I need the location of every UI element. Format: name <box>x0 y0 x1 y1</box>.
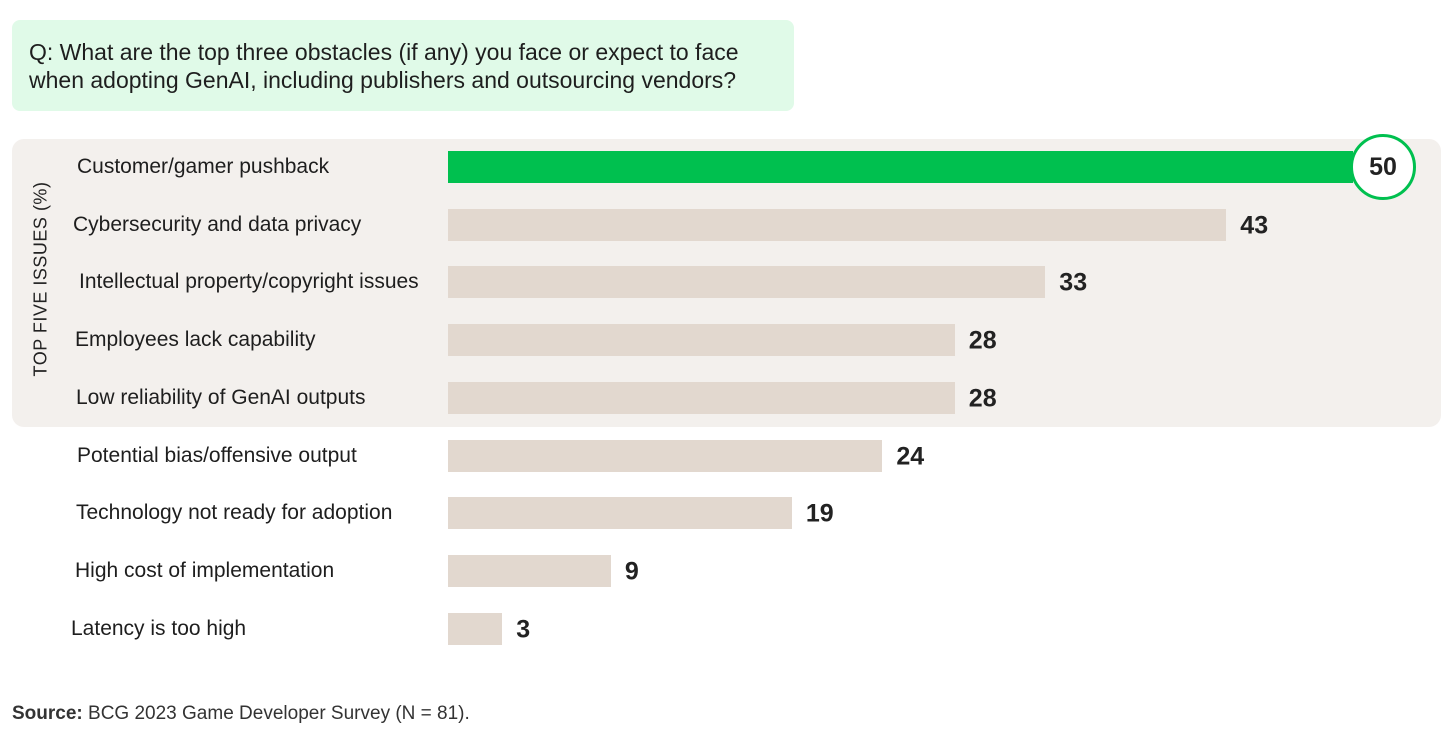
value-label-highlight: 50 <box>1350 134 1416 200</box>
panel-label: TOP FIVE ISSUES (%) <box>30 181 51 377</box>
question-box: Q: What are the top three obstacles (if … <box>12 20 794 111</box>
source-note: Source: BCG 2023 Game Developer Survey (… <box>12 703 470 725</box>
category-label: Customer/gamer pushback <box>77 155 330 178</box>
category-label: Latency is too high <box>71 616 247 640</box>
category-label: Low reliability of GenAI outputs <box>76 385 366 409</box>
value-label: 43 <box>1240 211 1269 240</box>
value-label: 28 <box>968 326 997 355</box>
bar <box>448 151 1353 183</box>
category-label: Employees lack capability <box>75 328 316 352</box>
bar <box>448 324 955 357</box>
bar <box>448 208 1227 241</box>
value-label: 24 <box>896 442 925 470</box>
category-label: High cost of implementation <box>75 558 335 582</box>
category-label: Technology not ready for adoption <box>76 501 393 525</box>
category-label: Intellectual property/copyright issues <box>79 270 419 294</box>
value-label: 9 <box>624 557 639 586</box>
bar <box>448 266 1046 299</box>
question-line-2: when adopting GenAI, including publisher… <box>29 67 737 93</box>
category-label: Cybersecurity and data privacy <box>73 212 362 236</box>
source-label: Source: <box>12 703 83 724</box>
value-label: 33 <box>1059 268 1088 297</box>
value-label: 3 <box>516 615 531 644</box>
bar <box>448 554 611 587</box>
bar <box>448 497 792 530</box>
category-label: Potential bias/offensive output <box>77 443 357 467</box>
source-text: BCG 2023 Game Developer Survey (N = 81). <box>88 703 470 724</box>
value-label: 28 <box>968 384 997 413</box>
value-label: 19 <box>805 499 834 528</box>
question-line-1: Q: What are the top three obstacles (if … <box>29 39 739 65</box>
bar <box>448 381 955 414</box>
bar <box>448 439 883 472</box>
bar <box>448 612 503 645</box>
